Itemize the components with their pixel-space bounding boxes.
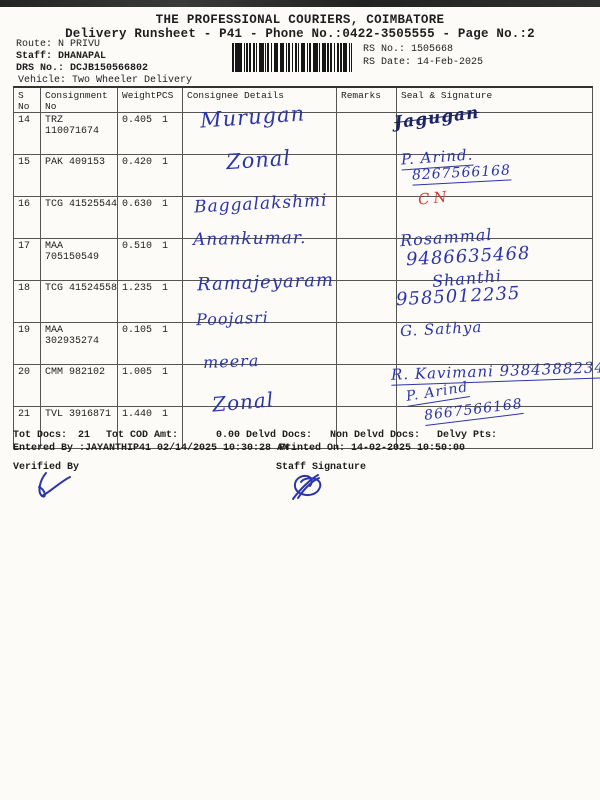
- cell-weight: 1.235: [122, 283, 153, 294]
- cell-pcs: 1: [161, 157, 168, 168]
- cell-pcs: 1: [161, 367, 168, 378]
- handwritten-consignee: Ramajeyaram: [196, 269, 335, 296]
- verified-by-signature: [38, 472, 71, 498]
- col-header-weight: Weight: [122, 90, 157, 101]
- cell-pcs: 1: [161, 115, 168, 126]
- handwritten-consignee: Anankumar.: [192, 228, 307, 250]
- cell-pcs: 1: [161, 283, 168, 294]
- staff-line: Staff: DHANAPAL: [16, 51, 106, 62]
- delvd-docs-label: Delvd Docs:: [246, 430, 313, 441]
- staff-signature-scribble: [292, 474, 322, 500]
- cell-consignment: MAA 705150549: [40, 238, 118, 281]
- rs-no-value: 1505668: [411, 44, 454, 55]
- cell-weight: 0.630: [122, 199, 153, 210]
- handwritten-consignee: Baggalakshmi: [193, 190, 329, 218]
- handwritten-consignee: Poojasri: [195, 307, 270, 330]
- cell-consignment: CMM 982102: [40, 364, 118, 407]
- printed-on-line: Printed On: 14-02-2025 10:50:00: [279, 443, 466, 454]
- entered-by-line: Entered By :JAYANTHIP41 02/14/2025 10:30…: [13, 443, 290, 454]
- handwritten-consignee: Murugan: [199, 101, 306, 133]
- cell-seal: [396, 406, 593, 449]
- scan-edge-artifact: [0, 0, 600, 7]
- runsheet-table: S No Consignment No Weight PCS Consignee…: [13, 86, 593, 449]
- runsheet-title: Delivery Runsheet - P41 - Phone No.:0422…: [65, 27, 535, 41]
- cell-pcs: 1: [161, 199, 168, 210]
- drs-line: DRS No.: DCJB150566802: [16, 63, 148, 74]
- rs-no-label: RS No.:: [363, 44, 406, 55]
- cell-weight-pcs: 0.405 1: [117, 112, 183, 155]
- vehicle-label: Vehicle:: [18, 75, 67, 86]
- rs-date-line: RS Date: 14-Feb-2025: [363, 57, 483, 68]
- cell-pcs: 1: [161, 325, 168, 336]
- tot-cod-label: Tot COD Amt:: [106, 430, 179, 441]
- cell-weight: 0.105: [122, 325, 153, 336]
- route-value: N PRIVU: [58, 39, 101, 50]
- seal-signature: G. Sathya: [399, 317, 483, 341]
- cell-seal: [396, 154, 593, 197]
- seal-phone-number: 8267566168: [411, 162, 512, 186]
- seal-signature: Jagugan: [393, 102, 481, 134]
- table-row: 18 TCG 41524558 1.235 1: [13, 280, 593, 323]
- cell-remarks: [336, 364, 397, 407]
- table-row: 16 TCG 41525544 0.630 1: [13, 196, 593, 239]
- tot-docs-value: 21: [78, 430, 91, 441]
- cell-sno: 16: [13, 196, 41, 239]
- staff-value: DHANAPAL: [58, 51, 107, 62]
- cell-remarks: [336, 196, 397, 239]
- tot-cod-value: 0.00: [216, 430, 241, 441]
- cell-weight: 0.510: [122, 241, 153, 252]
- handwritten-consignee: meera: [202, 351, 260, 372]
- staff-signature-label: Staff Signature: [276, 462, 367, 473]
- cell-remarks: [336, 154, 397, 197]
- drs-value: DCJB150566802: [70, 63, 149, 74]
- cell-pcs: 1: [161, 241, 168, 252]
- rs-date-value: 14-Feb-2025: [417, 57, 484, 68]
- cell-weight: 1.005: [122, 367, 153, 378]
- cell-pcs: 1: [161, 409, 168, 420]
- table-row: 21 TVL 3916871 1.440 1: [13, 406, 593, 449]
- cell-consignment: MAA 302935274: [40, 322, 118, 365]
- vehicle-value: Two Wheeler Delivery: [72, 75, 193, 86]
- cell-weight: 0.405: [122, 115, 153, 126]
- seal-phone-number: 9585012235: [395, 282, 521, 311]
- seal-signature: R. Kavimani 9384388234: [390, 358, 600, 386]
- cell-sno: 18: [13, 280, 41, 323]
- barcode: [232, 43, 352, 72]
- col-header-seal: Seal & Signature: [396, 86, 593, 113]
- col-header-pcs: PCS: [156, 90, 174, 101]
- vehicle-line: Vehicle: Two Wheeler Delivery: [18, 75, 192, 86]
- cell-weight-pcs: 0.420 1: [117, 154, 183, 197]
- cell-seal: [396, 280, 593, 323]
- cell-consignment: TVL 3916871: [40, 406, 118, 449]
- col-header-remarks: Remarks: [336, 86, 397, 113]
- table-header-row: S No Consignment No Weight PCS Consignee…: [13, 86, 593, 113]
- rs-date-label: RS Date:: [363, 57, 412, 68]
- route-line: Route: N PRIVU: [16, 39, 100, 50]
- verified-by-label: Verified By: [13, 462, 80, 473]
- rs-no-line: RS No.: 1505668: [363, 44, 453, 55]
- table-row: 17 MAA 705150549 0.510 1: [13, 238, 593, 281]
- company-title: THE PROFESSIONAL COURIERS, COIMBATORE: [155, 13, 445, 27]
- cell-consignee: [182, 154, 337, 197]
- cell-weight-pcs: 1.440 1: [117, 406, 183, 449]
- cell-seal: [396, 322, 593, 365]
- cell-weight: 0.420: [122, 157, 153, 168]
- route-label: Route:: [16, 39, 53, 50]
- seal-remark-cn: CN: [417, 187, 452, 209]
- cell-weight: 1.440: [122, 409, 153, 420]
- tot-docs-label: Tot Docs:: [13, 430, 68, 441]
- non-delvd-docs-label: Non Delvd Docs:: [330, 430, 421, 441]
- cell-consignment: TCG 41525544: [40, 196, 118, 239]
- staff-label: Staff:: [16, 51, 53, 62]
- handwritten-consignee: Zonal: [211, 387, 276, 417]
- table-row: 15 PAK 409153 0.420 1: [13, 154, 593, 197]
- cell-consignee: [182, 112, 337, 155]
- drs-label: DRS No.:: [16, 63, 65, 74]
- table-row: 14 TRZ 110071674 0.405 1: [13, 112, 593, 155]
- cell-consignment: TCG 41524558: [40, 280, 118, 323]
- delvy-pts-label: Delvy Pts:: [437, 430, 498, 441]
- handwritten-consignee: Zonal: [225, 145, 292, 175]
